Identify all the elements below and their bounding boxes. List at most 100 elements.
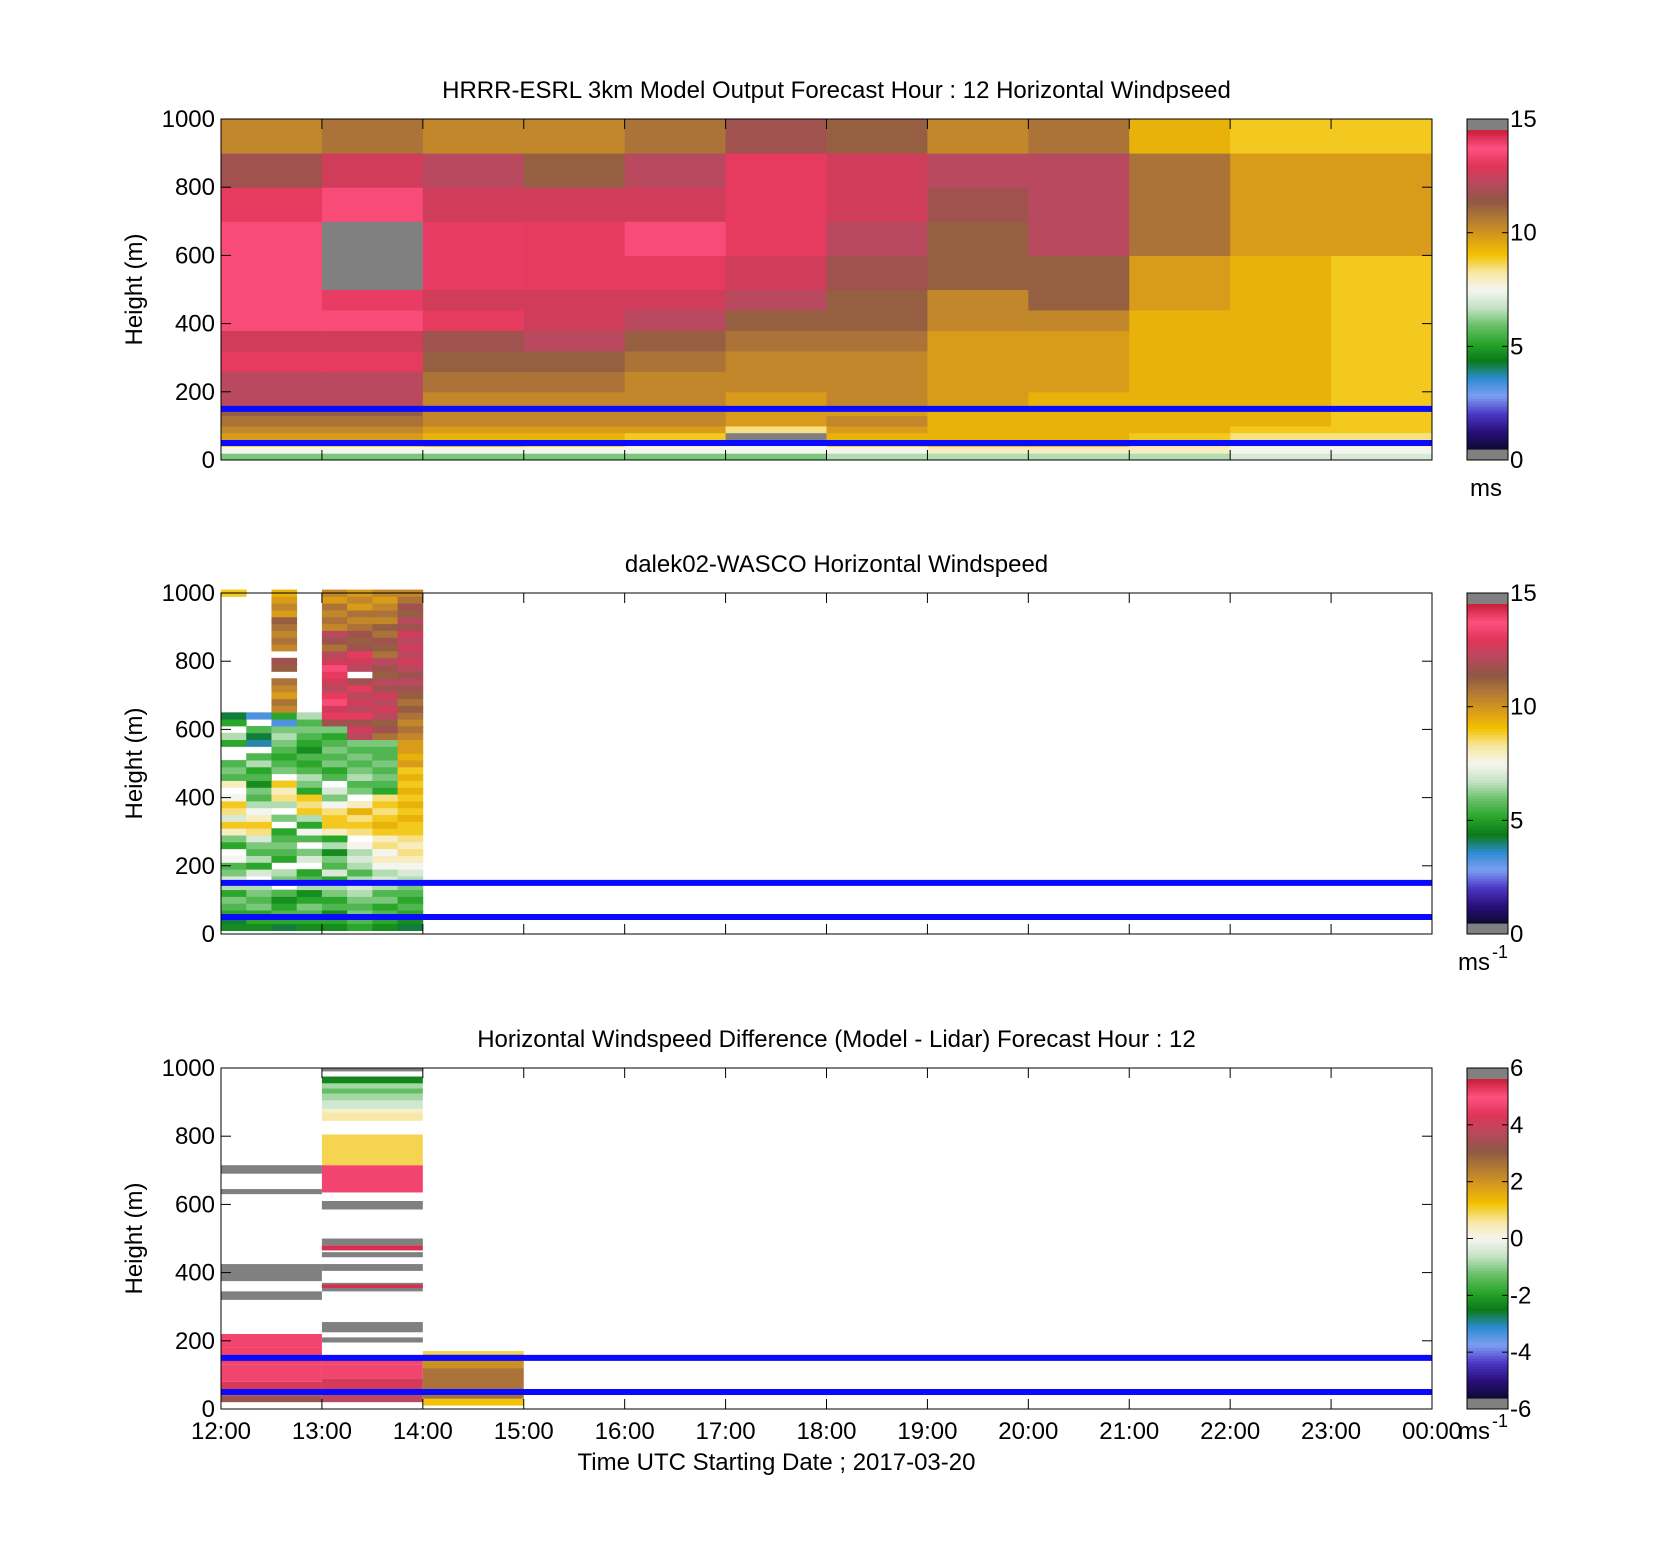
colorbar-step xyxy=(1467,254,1508,259)
colorbar-step xyxy=(1467,159,1508,163)
heatmap-cell xyxy=(321,610,348,618)
colorbar-step xyxy=(1467,252,1508,256)
heatmap-cell xyxy=(347,719,373,727)
heatmap-cell xyxy=(1331,187,1433,222)
heatmap-cell xyxy=(221,889,247,897)
heatmap-cell xyxy=(422,391,525,406)
colorbar-tick-label: 15 xyxy=(1510,580,1537,607)
colorbar-step xyxy=(1467,1278,1508,1282)
heatmap-cell xyxy=(1230,415,1332,427)
heatmap-cell xyxy=(246,910,272,918)
heatmap-cell xyxy=(296,903,323,911)
colorbar-step xyxy=(1467,792,1508,796)
colorbar-step xyxy=(1467,377,1508,381)
colorbar-step xyxy=(1467,281,1508,285)
heatmap-cell xyxy=(624,415,727,427)
heatmap-cell xyxy=(826,119,928,154)
heatmap-cell xyxy=(296,869,323,877)
heatmap-cell xyxy=(523,391,626,406)
colorbar-tick-label: 0 xyxy=(1510,1226,1523,1253)
heatmap-cell xyxy=(321,637,348,645)
heatmap-cell xyxy=(1230,330,1332,352)
colorbar-step xyxy=(1467,337,1508,341)
colorbar-tick-label: -2 xyxy=(1510,1282,1531,1309)
heatmap-cell xyxy=(372,794,399,802)
colorbar-step xyxy=(1467,1137,1508,1141)
x-tick-label: 23:00 xyxy=(1301,1418,1361,1445)
y-axis-label: Height (m) xyxy=(121,707,148,819)
colorbar-step xyxy=(1467,153,1508,158)
heatmap-cell xyxy=(271,766,298,775)
heatmap-band xyxy=(321,1165,423,1193)
colorbar-step xyxy=(1467,619,1508,624)
heatmap-band xyxy=(321,1076,423,1084)
heatmap-cell xyxy=(321,391,424,406)
colorbar-step xyxy=(1467,156,1508,160)
heatmap-cell xyxy=(422,350,525,372)
heatmap-cell xyxy=(221,760,247,768)
heatmap-cell xyxy=(1129,446,1231,454)
heatmap-cell xyxy=(321,425,424,434)
heatmap-cell xyxy=(523,153,626,188)
colorbar-step xyxy=(1467,1140,1508,1144)
colorbar-step xyxy=(1467,286,1508,291)
colorbar-step xyxy=(1467,1395,1508,1399)
colorbar-step xyxy=(1467,196,1508,200)
heatmap-cell xyxy=(624,309,727,331)
colorbar-step xyxy=(1467,353,1508,357)
heatmap-cell xyxy=(347,712,373,720)
colorbar-step xyxy=(1467,1275,1508,1279)
heatmap-cell xyxy=(246,732,272,741)
chart-title: HRRR-ESRL 3km Model Output Forecast Hour… xyxy=(442,77,1231,104)
colorbar-cap xyxy=(1467,449,1508,460)
colorbar-step xyxy=(1467,193,1508,198)
heatmap-cell xyxy=(296,719,323,727)
colorbar-step xyxy=(1467,395,1508,400)
colorbar-step xyxy=(1467,875,1508,879)
heatmap-cell xyxy=(347,739,373,747)
heatmap-cell xyxy=(347,876,373,884)
colorbar-step xyxy=(1467,326,1508,330)
colorbar-step xyxy=(1467,443,1508,447)
heatmap-cell xyxy=(1230,371,1332,393)
heatmap-cell xyxy=(1331,330,1433,352)
heatmap-cell xyxy=(321,623,348,631)
heatmap-cell xyxy=(271,787,298,795)
heatmap-band xyxy=(221,1333,322,1348)
heatmap-cell xyxy=(1331,153,1433,188)
colorbar-step xyxy=(1467,1382,1508,1386)
heatmap-cell xyxy=(347,603,373,611)
colorbar-step xyxy=(1467,901,1508,905)
colorbar-step xyxy=(1467,172,1508,176)
chart-title: dalek02-WASCO Horizontal Windspeed xyxy=(625,551,1048,578)
heatmap-cell xyxy=(347,841,373,850)
heatmap-cell xyxy=(347,766,373,775)
colorbar-step xyxy=(1467,246,1508,251)
heatmap-cell xyxy=(347,760,373,768)
heatmap-cell xyxy=(422,153,525,188)
heatmap-cell xyxy=(725,391,827,406)
heatmap-cell xyxy=(927,415,1029,427)
colorbar-step xyxy=(1467,132,1508,136)
colorbar-step xyxy=(1467,1148,1508,1152)
heatmap-cell xyxy=(372,732,399,741)
colorbar-step xyxy=(1467,694,1508,698)
heatmap-cell xyxy=(347,903,373,911)
heatmap-cell xyxy=(397,664,424,672)
heatmap-band xyxy=(321,1252,423,1258)
colorbar-step xyxy=(1467,321,1508,325)
colorbar-step xyxy=(1467,238,1508,243)
heatmap-cell xyxy=(397,719,424,727)
heatmap-cell xyxy=(347,746,373,754)
heatmap-cell xyxy=(221,862,247,870)
heatmap-cell xyxy=(397,889,424,897)
colorbar-step xyxy=(1467,284,1508,288)
colorbar-step xyxy=(1467,638,1508,642)
heatmap-band xyxy=(321,1134,423,1166)
heatmap-cell xyxy=(347,862,373,870)
heatmap-cell xyxy=(422,415,525,427)
heatmap-cell xyxy=(397,623,424,631)
colorbar-step xyxy=(1467,403,1508,408)
heatmap-cell xyxy=(347,828,373,836)
heatmap-cell xyxy=(347,896,373,904)
